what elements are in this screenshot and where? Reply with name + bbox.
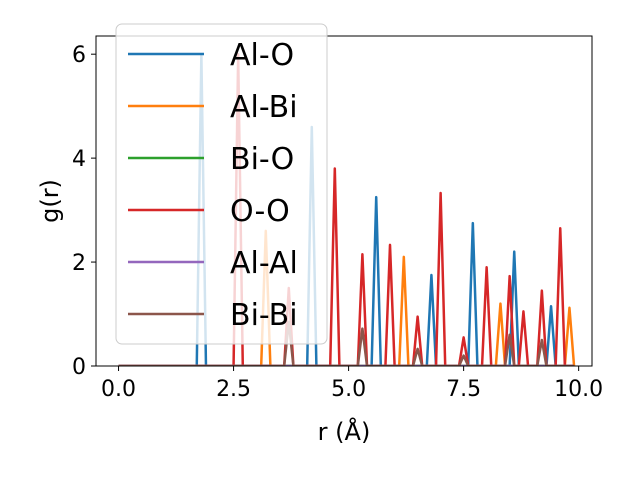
- x-tick-label: 5.0: [331, 377, 366, 402]
- legend-label: Al-O: [230, 38, 294, 73]
- plot-area: [118, 52, 576, 366]
- y-axis-title: g(r): [36, 179, 64, 223]
- y-tick-label: 4: [72, 147, 86, 172]
- y-tick-label: 2: [72, 251, 86, 276]
- series-line-al-bi: [118, 229, 576, 366]
- legend-box: [115, 23, 328, 345]
- legend-label: Bi-Bi: [230, 298, 298, 333]
- legend: Al-O Al-Bi Bi-O O-O Al-Al Bi-Bi: [115, 23, 328, 345]
- y-tick-label: 0: [72, 355, 86, 380]
- y-axis: 0 2 4 6: [72, 43, 96, 380]
- x-axis: 0.0 2.5 5.0 7.5 10.0: [101, 366, 603, 402]
- y-tick-label: 6: [72, 43, 86, 68]
- legend-label: Al-Al: [230, 246, 298, 281]
- x-tick-label: 7.5: [446, 377, 481, 402]
- legend-label: O-O: [230, 194, 290, 229]
- x-tick-label: 10.0: [554, 377, 603, 402]
- plot-frame: [95, 35, 593, 367]
- legend-label: Bi-O: [230, 142, 294, 177]
- legend-label: Al-Bi: [230, 90, 298, 125]
- x-tick-label: 0.0: [101, 377, 136, 402]
- x-axis-title: r (Å): [318, 417, 371, 446]
- x-tick-label: 2.5: [216, 377, 251, 402]
